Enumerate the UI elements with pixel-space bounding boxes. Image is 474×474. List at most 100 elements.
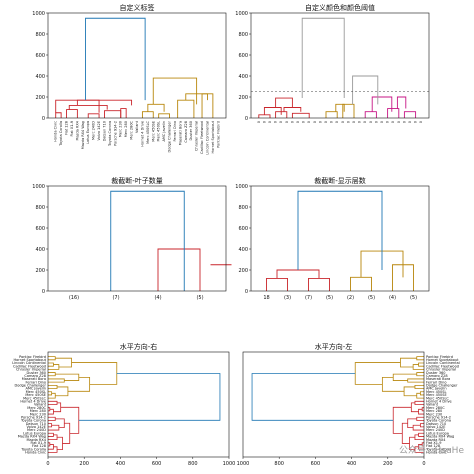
branch bbox=[291, 112, 310, 118]
y-tick-label: 0 bbox=[245, 116, 248, 122]
y-tick-label: 400 bbox=[238, 247, 248, 253]
x-tick-label: 200 bbox=[79, 461, 89, 467]
branch bbox=[48, 378, 65, 383]
leaf-label: (7) bbox=[305, 295, 312, 301]
branch bbox=[342, 103, 355, 118]
leaf-label: 0 bbox=[374, 121, 378, 123]
branch bbox=[158, 113, 170, 118]
leaf-label: Merc 450SLC bbox=[146, 120, 150, 143]
leaf-label: Merc 450SL bbox=[426, 390, 446, 394]
leaf-label: 0 bbox=[302, 121, 306, 123]
branch bbox=[263, 107, 282, 115]
y-tick-label: 800 bbox=[35, 205, 45, 211]
leaf-label: Hornet Sportabout bbox=[426, 358, 459, 362]
leaf-label: Merc 240D bbox=[27, 428, 46, 432]
watermark: 公众号 · HsuHe bbox=[398, 446, 464, 456]
leaf-label: Ferrari Dino bbox=[173, 121, 177, 142]
leaf-label: 0 bbox=[257, 121, 261, 123]
branch bbox=[141, 111, 154, 118]
branch bbox=[48, 444, 54, 450]
leaf-label: Mazda RX4 Wag bbox=[426, 435, 454, 439]
leaf-label: Mazda RX4 Wag bbox=[18, 435, 46, 439]
leaf-label: (16) bbox=[69, 295, 79, 301]
leaf-label: Fiat 128 bbox=[65, 121, 69, 135]
axes-frame bbox=[242, 351, 425, 458]
branch bbox=[416, 356, 424, 361]
leaf-label: Maserati Bora bbox=[426, 377, 450, 381]
y-tick-label: 600 bbox=[35, 226, 45, 232]
leaf-label: 0 bbox=[296, 121, 300, 123]
leaf-label: Merc 240D bbox=[92, 121, 96, 140]
x-tick-label: 0 bbox=[422, 461, 425, 467]
branch bbox=[76, 99, 133, 106]
leaf-label: Fiat 128 bbox=[32, 444, 46, 448]
leaf-label: Datsun 710 bbox=[26, 422, 46, 426]
branch bbox=[416, 372, 424, 377]
branch bbox=[325, 111, 338, 118]
leaf-label: Merc 450SLC bbox=[23, 396, 46, 400]
leaf-label: Lincoln Continental bbox=[426, 361, 460, 365]
branch bbox=[387, 108, 400, 118]
leaf-label: (3) bbox=[284, 295, 291, 301]
leaf-label: Merc 280C bbox=[426, 406, 445, 410]
leaf-label: Duster 360 bbox=[426, 371, 446, 375]
branch bbox=[48, 424, 60, 431]
branch bbox=[55, 357, 72, 368]
leaf-label: Dodge Challenger bbox=[15, 384, 47, 388]
leaf-label: Volvo 142E bbox=[27, 425, 46, 429]
leaf-label: Valiant bbox=[34, 403, 47, 407]
panel-title: 自定义颜色和颜色阈值 bbox=[305, 3, 375, 12]
leaf-label: Toyota Corolla bbox=[59, 121, 63, 147]
y-tick-label: 800 bbox=[35, 32, 45, 38]
branch bbox=[66, 109, 78, 118]
branch bbox=[418, 362, 424, 367]
branch bbox=[354, 362, 401, 385]
axes-frame bbox=[47, 185, 227, 292]
panel-title: 裁截断-显示层数 bbox=[314, 176, 366, 185]
axes-frame bbox=[47, 12, 227, 119]
branch bbox=[418, 432, 424, 437]
leaf-label: Volvo 142E bbox=[97, 121, 101, 140]
x-tick-label: 600 bbox=[311, 461, 321, 467]
leaf-label: AMC Javelin bbox=[25, 387, 46, 391]
branch bbox=[177, 99, 195, 118]
x-tick-label: 400 bbox=[347, 461, 357, 467]
branch bbox=[412, 424, 424, 431]
branch bbox=[57, 436, 63, 451]
x-tick-label: 400 bbox=[116, 461, 126, 467]
leaf-label: Merc 280 bbox=[30, 409, 46, 413]
leaf-label: Lotus Europa bbox=[86, 121, 90, 144]
leaf-label: Maserati Bora bbox=[22, 377, 46, 381]
leaf-label: 0 bbox=[386, 121, 390, 123]
branch bbox=[157, 248, 201, 291]
leaf-label: 0 bbox=[380, 121, 384, 123]
x-tick-label: 0 bbox=[46, 461, 49, 467]
panel-title: 水平方向-右 bbox=[120, 342, 158, 351]
y-tick-label: 200 bbox=[35, 268, 45, 274]
branch bbox=[400, 357, 417, 368]
leaf-label: Datsun 710 bbox=[102, 121, 106, 141]
leaf-label: Toyota Corolla bbox=[20, 447, 46, 451]
branch bbox=[48, 400, 58, 405]
leaf-label: 0 bbox=[313, 121, 317, 123]
y-tick-label: 1000 bbox=[235, 184, 248, 190]
leaf-label: Dodge Challenger bbox=[426, 384, 458, 388]
leaf-label: Mazda RX4 bbox=[26, 438, 46, 442]
leaf-label: Fiat X1-9 bbox=[31, 441, 46, 445]
leaf-label: Honda Civic bbox=[25, 451, 46, 455]
leaf-label: (5) bbox=[410, 295, 417, 301]
x-tick-label: 1000 bbox=[223, 461, 236, 467]
branch bbox=[48, 362, 54, 367]
branch bbox=[48, 432, 54, 437]
branch bbox=[55, 418, 65, 429]
x-tick-label: 1000 bbox=[237, 461, 250, 467]
branch bbox=[335, 103, 345, 112]
branch bbox=[48, 434, 58, 441]
leaf-label: 0 bbox=[268, 121, 272, 123]
leaf-label: Toyota Corona bbox=[108, 121, 112, 147]
leaf-label: Valiant bbox=[426, 403, 439, 407]
branch bbox=[55, 373, 80, 381]
leaf-label: Datsun 710 bbox=[426, 422, 446, 426]
